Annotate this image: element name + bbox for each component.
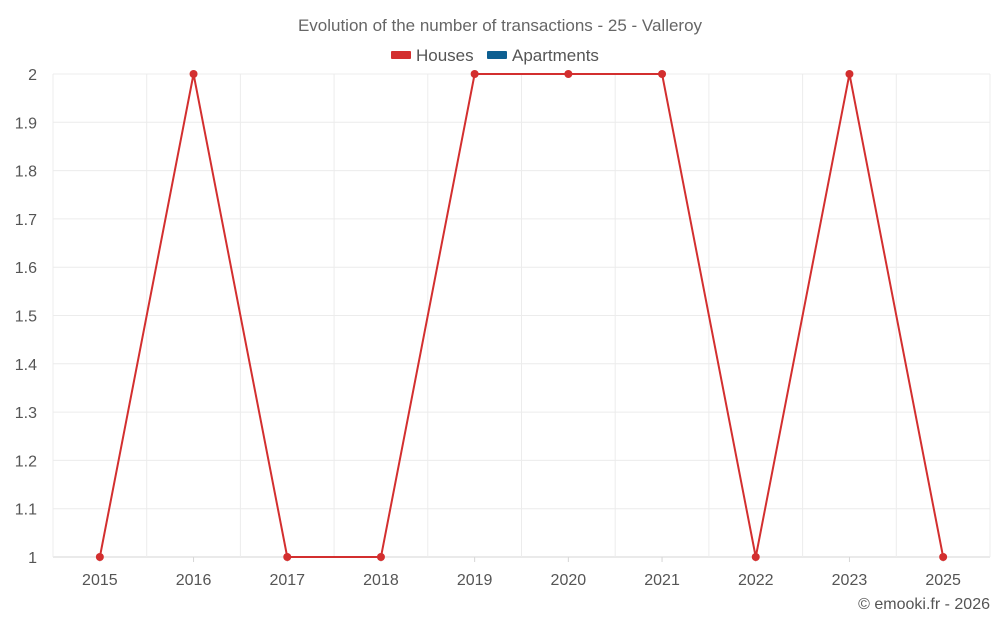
x-tick-label: 2022 [738,572,774,589]
data-point-houses[interactable] [376,553,385,561]
y-tick-label: 1 [28,550,37,567]
y-tick-label: 1.6 [15,260,37,277]
data-point-houses[interactable] [845,70,854,78]
credit-text: © emooki.fr - 2026 [858,596,990,613]
y-tick-label: 1.7 [15,212,37,229]
y-tick-label: 1.3 [15,405,37,422]
x-tick-label: 2015 [82,572,118,589]
y-tick-label: 1.5 [15,309,37,326]
legend-label-apartments: Apartments [512,46,599,65]
x-tick-label: 2023 [832,572,868,589]
x-tick-label: 2016 [176,572,212,589]
data-point-houses[interactable] [283,553,292,561]
x-tick-label: 2018 [363,572,399,589]
x-tick-label: 2021 [644,572,680,589]
chart-title: Evolution of the number of transactions … [298,16,703,35]
series-line-houses [98,73,945,558]
y-tick-label: 1.2 [15,453,37,470]
y-tick-label: 1.1 [15,502,37,519]
grid [52,73,991,558]
data-point-houses[interactable] [189,70,198,78]
data-point-houses[interactable] [470,70,479,78]
y-tick-label: 1.8 [15,164,37,181]
y-tick-label: 2 [28,67,37,84]
x-tick-label: 2017 [269,572,305,589]
data-point-houses[interactable] [939,553,948,561]
legend-item-houses[interactable]: Houses [391,46,474,65]
legend-item-apartments[interactable]: Apartments [487,46,599,65]
legend: Houses Apartments [391,46,599,65]
legend-swatch-apartments [487,51,507,59]
x-axis: 2015 2016 2017 2018 2019 2020 2021 2022 2023 2025 [82,557,961,589]
y-axis: 1 1.1 1.2 1.3 1.4 1.5 1.6 1.7 1.8 1.9 2 [15,67,37,567]
data-point-houses[interactable] [658,70,667,78]
y-tick-label: 1.4 [15,357,37,374]
x-tick-label: 2025 [925,572,961,589]
x-tick-label: 2020 [551,572,587,589]
data-point-houses[interactable] [751,553,760,561]
data-point-houses[interactable] [564,70,573,78]
series-layer [95,70,948,561]
legend-swatch-houses [391,51,411,59]
legend-label-houses: Houses [416,46,474,65]
y-tick-label: 1.9 [15,115,37,132]
x-tick-label: 2019 [457,572,493,589]
data-point-houses[interactable] [95,553,104,561]
